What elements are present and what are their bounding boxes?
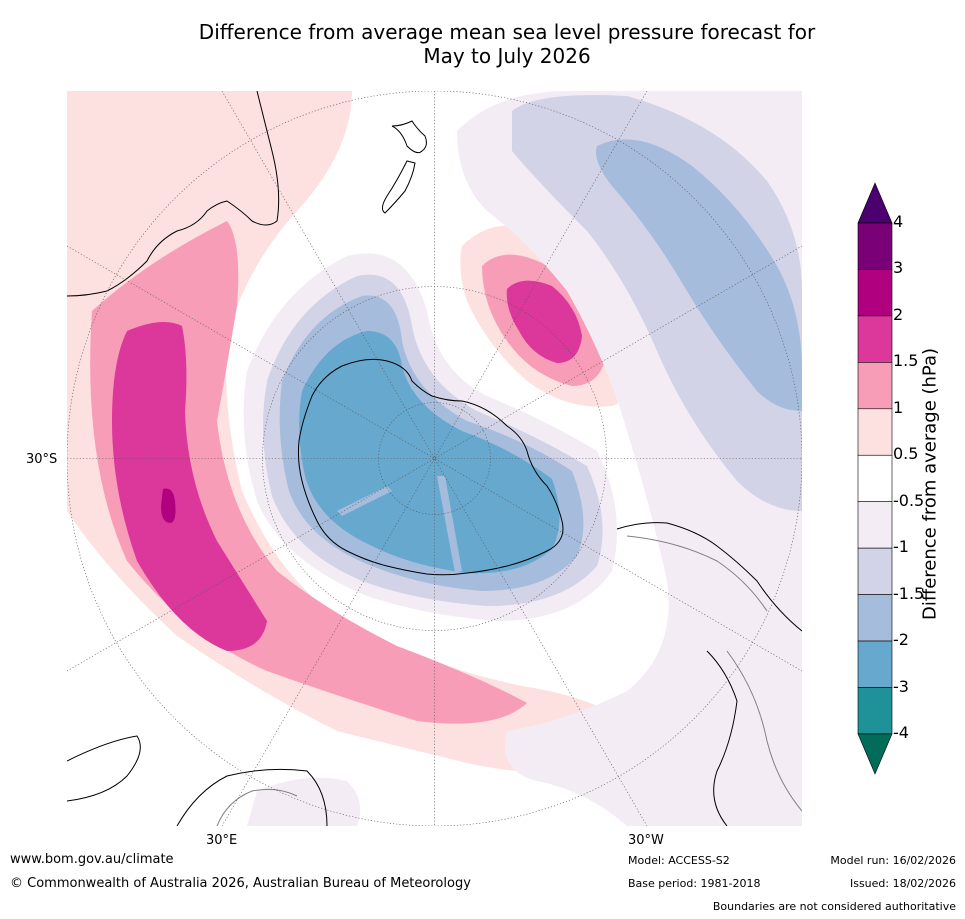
colorbar-swatches <box>857 182 893 775</box>
footer-copyright: © Commonwealth of Australia 2026, Austra… <box>10 876 471 891</box>
lon-label-30w: 30°W <box>628 833 664 848</box>
colorbar-extend-max <box>857 182 893 224</box>
colorbar-tick-label: -4 <box>893 722 909 742</box>
colorbar-extend-min <box>857 733 893 775</box>
coastline-southern-africa <box>67 735 328 826</box>
colorbar-swatch-0.5_1 <box>857 408 893 456</box>
colorbar-swatch-1.5_2 <box>857 315 893 363</box>
country-borders-africa <box>216 788 298 826</box>
colorbar-swatch-1_1.5 <box>857 362 893 410</box>
coastline-new-zealand-north <box>391 120 427 154</box>
title-line-2: May to July 2026 <box>423 44 591 68</box>
colorbar-tick-label: -0.5 <box>893 490 925 510</box>
colorbar-swatch-2_3 <box>857 269 893 317</box>
colorbar-swatch-n1.5_n1 <box>857 547 893 595</box>
footer-base-period: Base period: 1981-2018 <box>628 877 761 890</box>
meridian-30e <box>221 91 648 826</box>
meridian-60e <box>67 245 802 672</box>
footer-disclaimer: Boundaries are not considered authoritat… <box>712 900 956 913</box>
coastline-australia <box>67 91 280 297</box>
colorbar-tick-label: -1.5 <box>893 583 925 603</box>
antarctic-ice-shelf-2 <box>437 476 462 573</box>
colorbar-tick-label: 4 <box>893 212 904 231</box>
colorbar-swatch-n3_n2 <box>857 640 893 688</box>
map-title: Difference from average mean sea level p… <box>67 20 947 68</box>
anomaly-1.5-2-west <box>112 322 267 651</box>
coastline-antarctica <box>297 358 564 576</box>
meridian-60w <box>67 245 802 672</box>
anomaly-n2-n1.5-atlantic <box>596 139 802 412</box>
colorbar-tick-label: 0.5 <box>893 444 919 464</box>
footer-issued: Issued: 18/02/2026 <box>849 877 956 890</box>
colorbar-swatch-n2_n1.5 <box>857 594 893 642</box>
coastline-south-america <box>616 522 802 632</box>
anomaly-2-3-west <box>161 488 176 523</box>
footer-model-run: Model run: 16/02/2026 <box>830 854 956 867</box>
pressure-anomaly-map <box>67 91 802 826</box>
colorbar <box>857 182 893 775</box>
colorbar-tick-label: 1.5 <box>893 351 919 371</box>
graticule <box>67 91 802 826</box>
lon-label-30e: 30°E <box>206 833 238 848</box>
footer-url[interactable]: www.bom.gov.au/climate <box>10 852 174 867</box>
footer-model: Model: ACCESS-S2 <box>628 854 730 867</box>
meridian-30w <box>221 91 648 826</box>
colorbar-tick-label: 3 <box>893 258 904 278</box>
colorbar-tick-label: -3 <box>893 676 909 696</box>
colorbar-tick-label: -1 <box>893 537 909 557</box>
colorbar-swatch-n0.5_0.5 <box>857 454 893 503</box>
anomaly-n3-n2-polar <box>299 331 560 574</box>
anomaly-n1.5-n1-atlantic <box>512 95 802 511</box>
colorbar-tick-label: 1 <box>893 397 904 417</box>
anomaly-1.5-2-pacific <box>506 280 582 363</box>
colorbar-tick-label: -2 <box>893 630 909 650</box>
colorbar-swatch-n1_n0.5 <box>857 501 893 549</box>
colorbar-label: Difference from average (hPa) <box>919 347 941 621</box>
antarctic-ice-shelf-1 <box>337 486 392 516</box>
lat-label-30s: 30°S <box>26 452 58 467</box>
country-borders-south-america <box>626 535 802 812</box>
title-line-1: Difference from average mean sea level p… <box>198 20 816 44</box>
colorbar-swatch-3_4 <box>857 222 893 270</box>
colorbar-swatch-n4_n3 <box>857 687 893 735</box>
colorbar-tick-label: 2 <box>893 304 904 324</box>
coastline-new-zealand-south <box>381 160 416 214</box>
coastline-south-america-2 <box>706 650 738 826</box>
